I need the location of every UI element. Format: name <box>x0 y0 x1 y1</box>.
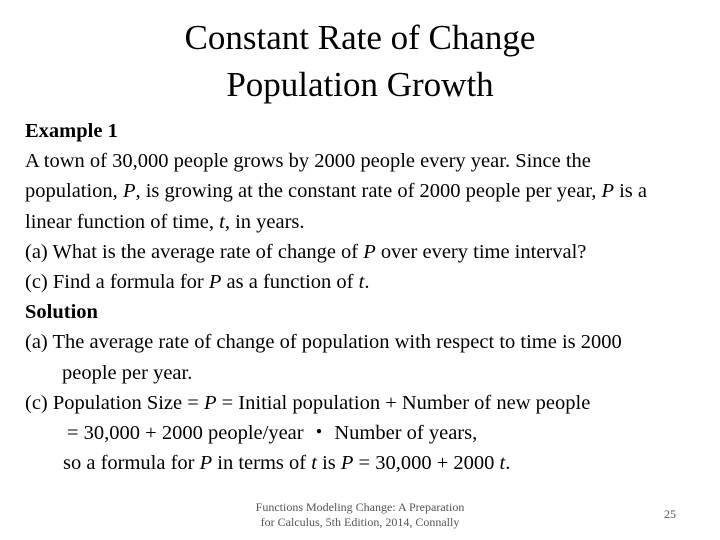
footer-line-1: Functions Modeling Change: A Preparation <box>255 500 465 514</box>
solution-a-line-1: (a) The average rate of change of popula… <box>25 331 622 354</box>
example-text-line-3: linear function of time, t, in years. <box>25 210 305 233</box>
example-heading: Example 1 <box>25 120 118 142</box>
title-line-1: Constant Rate of Change <box>184 18 536 57</box>
question-c: (c) Find a formula for P as a function o… <box>25 271 370 294</box>
question-a: (a) What is the average rate of change o… <box>25 240 587 263</box>
footer-citation: Functions Modeling Change: A Preparation… <box>240 500 480 530</box>
example-text-line-2: population, P, is growing at the constan… <box>25 180 648 203</box>
solution-c-line-1: (c) Population Size = P = Initial popula… <box>25 391 591 414</box>
solution-c-line-3: so a formula for P in terms of t is P = … <box>63 452 511 475</box>
solution-c-line-2: = 30,000 + 2000 people/year ・ Number of … <box>67 422 478 445</box>
solution-heading: Solution <box>25 301 98 324</box>
solution-a-line-2: people per year. <box>62 361 193 384</box>
page-number: 25 <box>664 507 676 521</box>
slide-title: Constant Rate of Change Population Growt… <box>0 14 720 108</box>
example-text-line-1: A town of 30,000 people grows by 2000 pe… <box>25 150 591 173</box>
footer-line-2: for Calculus, 5th Edition, 2014, Connall… <box>260 515 460 529</box>
title-line-2: Population Growth <box>226 65 494 104</box>
slide-body: Example 1 A town of 30,000 people grows … <box>25 116 715 478</box>
